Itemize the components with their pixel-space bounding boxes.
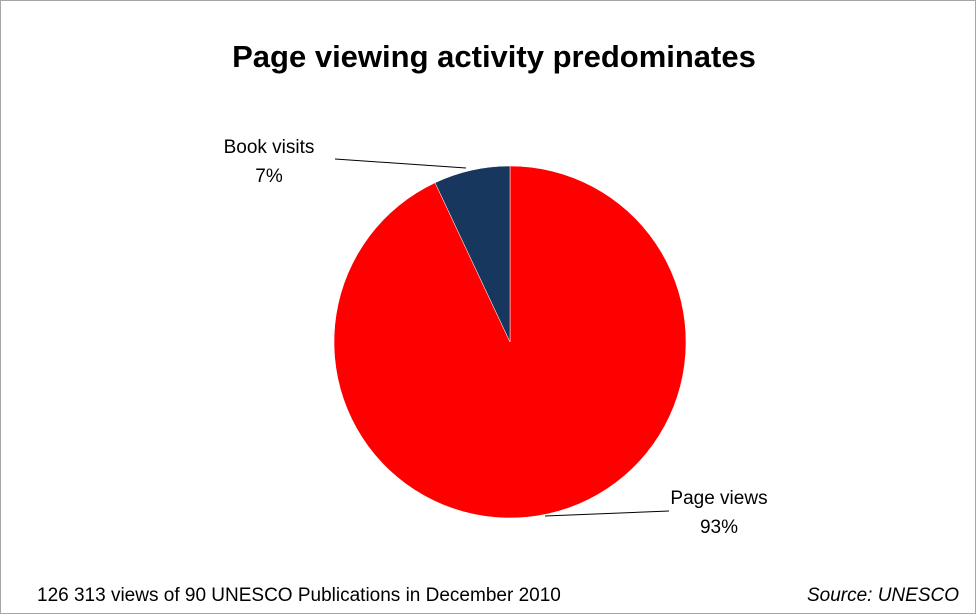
data-label-value: 7% (255, 166, 283, 187)
pie-slice-book-visits (434, 165, 511, 343)
leader-line (334, 158, 467, 169)
pie-slice-page-views (333, 165, 687, 519)
data-label-category: Page views (670, 488, 767, 509)
leader-line (544, 510, 670, 517)
data-label-value: 93% (700, 517, 738, 538)
source-note: Source: UNESCO (806, 585, 959, 606)
footnote: 126 313 views of 90 UNESCO Publications … (37, 585, 561, 606)
chart-title: Page viewing activity predominates (232, 39, 756, 74)
data-label-category: Book visits (224, 137, 315, 158)
